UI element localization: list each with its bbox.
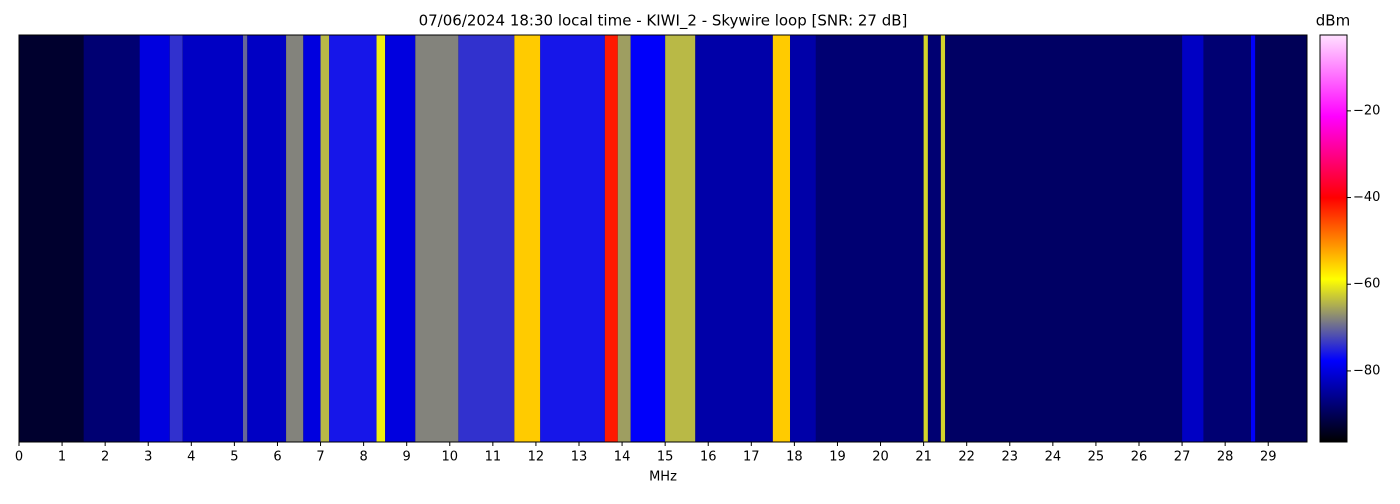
x-tick-label: 3 (144, 450, 152, 465)
spectrum-band (923, 35, 928, 442)
spectrum-band (303, 35, 321, 442)
spectrum-band (617, 35, 631, 442)
spectrum-band (286, 35, 304, 442)
x-tick-label: 2 (101, 450, 109, 465)
spectrum-band (247, 35, 287, 442)
spectrum-band (772, 35, 791, 442)
spectrum-band (927, 35, 941, 442)
spectrum-band (815, 35, 924, 442)
x-tick-label: 5 (230, 450, 238, 465)
plot-frame (18, 34, 1308, 443)
x-tick-label: 8 (359, 450, 367, 465)
colorbar-tick-label: −60 (1353, 277, 1380, 292)
spectrum-band (940, 35, 946, 442)
x-tick-label: 29 (1260, 450, 1277, 465)
x-tick-label: 0 (15, 450, 23, 465)
x-tick-label: 18 (786, 450, 803, 465)
x-tick-label: 21 (915, 450, 932, 465)
spectrum-band (458, 35, 515, 442)
spectrum-band (376, 35, 386, 442)
spectrum-band (514, 35, 541, 442)
x-tick-label: 13 (571, 450, 588, 465)
x-tick-label: 17 (743, 450, 760, 465)
x-tick-label: 11 (485, 450, 502, 465)
x-tick-label: 28 (1217, 450, 1234, 465)
x-tick-label: 22 (958, 450, 975, 465)
x-tick-label: 12 (528, 450, 545, 465)
spectrum-band (139, 35, 170, 442)
spectrum-band (540, 35, 605, 442)
x-tick-label: 4 (187, 450, 195, 465)
colorbar-label: dBm (1316, 12, 1350, 30)
spectrum-band (695, 35, 773, 442)
spectrum-band (1251, 35, 1256, 442)
x-tick-label: 10 (441, 450, 458, 465)
spectrum-band (243, 35, 248, 442)
spectrum-band (415, 35, 459, 442)
spectrum-band (630, 35, 666, 442)
x-tick-label: 6 (273, 450, 281, 465)
spectrum-band (182, 35, 243, 442)
x-tick-label: 7 (316, 450, 324, 465)
x-tick-label: 26 (1131, 450, 1148, 465)
x-tick-label: 19 (829, 450, 846, 465)
colorbar-tick-label: −40 (1353, 190, 1380, 205)
x-tick-label: 15 (657, 450, 674, 465)
x-tick-label: 16 (700, 450, 717, 465)
x-tick-label: 9 (403, 450, 411, 465)
x-tick-label: 20 (872, 450, 889, 465)
spectrum-band (1203, 35, 1251, 442)
x-tick-label: 1 (58, 450, 66, 465)
colorbar (1319, 34, 1348, 443)
spectrum-band (665, 35, 696, 442)
spectrum-band (385, 35, 416, 442)
spectrum-band (790, 35, 816, 442)
x-tick-label: 14 (614, 450, 631, 465)
colorbar-tick-label: −20 (1353, 103, 1380, 118)
x-axis-label: MHz (649, 470, 677, 485)
spectrum-band (1182, 35, 1204, 442)
spectrum-band (329, 35, 377, 442)
x-tick-label: 25 (1088, 450, 1105, 465)
x-tick-label: 27 (1174, 450, 1191, 465)
spectrum-band (320, 35, 330, 442)
chart-title: 07/06/2024 18:30 local time - KIWI_2 - S… (419, 12, 908, 31)
spectrum-band (19, 35, 84, 442)
spectrum-band (945, 35, 1183, 442)
x-tick-label: 24 (1045, 450, 1062, 465)
colorbar-tick-label: −80 (1353, 363, 1380, 378)
spectrum-band (1255, 35, 1307, 442)
spectrum-band (83, 35, 140, 442)
spectrum-band (169, 35, 183, 442)
x-tick-label: 23 (1001, 450, 1018, 465)
spectrum-band (604, 35, 618, 442)
